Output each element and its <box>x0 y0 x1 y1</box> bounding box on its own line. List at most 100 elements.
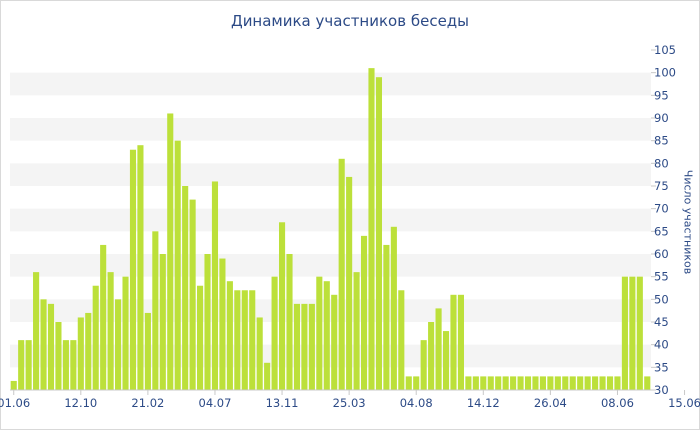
bar[interactable] <box>308 303 315 390</box>
x-tick-label: 15.06 <box>668 396 700 410</box>
bar[interactable] <box>241 290 248 390</box>
bar[interactable] <box>137 145 144 390</box>
bar[interactable] <box>442 331 450 390</box>
bar[interactable] <box>122 276 129 390</box>
x-tick-label: 01.06 <box>0 396 30 410</box>
bar[interactable] <box>301 303 308 390</box>
bar[interactable] <box>457 294 464 390</box>
bar[interactable] <box>577 376 584 390</box>
bar[interactable] <box>346 176 353 390</box>
bar[interactable] <box>323 281 330 390</box>
bar[interactable] <box>77 317 84 390</box>
bar[interactable] <box>517 376 524 390</box>
bar[interactable] <box>465 376 472 390</box>
bar[interactable] <box>569 376 576 390</box>
bar[interactable] <box>286 254 293 390</box>
bar[interactable] <box>197 285 204 390</box>
bar[interactable] <box>428 322 435 390</box>
bar[interactable] <box>18 340 25 390</box>
bar[interactable] <box>40 299 47 390</box>
bar[interactable] <box>204 254 211 390</box>
bar[interactable] <box>100 244 107 390</box>
bar[interactable] <box>219 258 226 390</box>
x-tick-label: 21.02 <box>131 396 164 410</box>
bar[interactable] <box>249 290 256 390</box>
y-tick-label: 85 <box>654 134 669 148</box>
bar[interactable] <box>614 376 621 390</box>
bar[interactable] <box>174 140 181 390</box>
bar[interactable] <box>405 376 412 390</box>
bar[interactable] <box>495 376 502 390</box>
bar[interactable] <box>644 376 651 390</box>
bar[interactable] <box>510 376 517 390</box>
bar[interactable] <box>420 340 427 390</box>
bar[interactable] <box>524 376 532 390</box>
bar[interactable] <box>338 158 345 390</box>
bar[interactable] <box>10 380 17 390</box>
bar[interactable] <box>159 254 166 390</box>
bar[interactable] <box>331 294 338 390</box>
bar[interactable] <box>85 312 92 390</box>
bar[interactable] <box>636 276 643 390</box>
bar[interactable] <box>629 276 636 390</box>
bar[interactable] <box>502 376 509 390</box>
bar[interactable] <box>144 312 151 390</box>
bar[interactable] <box>450 294 457 390</box>
bar[interactable] <box>390 226 397 390</box>
bar[interactable] <box>547 376 554 390</box>
bar[interactable] <box>375 77 383 390</box>
bar[interactable] <box>316 276 323 390</box>
bar[interactable] <box>33 272 40 390</box>
bar[interactable] <box>129 149 137 390</box>
bar[interactable] <box>47 303 55 390</box>
bar[interactable] <box>487 376 494 390</box>
bar[interactable] <box>383 244 390 390</box>
y-tick-label: 70 <box>654 202 669 216</box>
bar[interactable] <box>472 376 479 390</box>
bar[interactable] <box>554 376 561 390</box>
bar[interactable] <box>271 276 278 390</box>
grid-band <box>10 163 651 186</box>
bar[interactable] <box>562 376 569 390</box>
y-axis-label: Число участников <box>681 169 695 275</box>
bar[interactable] <box>226 281 233 390</box>
bar[interactable] <box>167 113 174 390</box>
x-tick-label: 12.10 <box>64 396 97 410</box>
bar[interactable] <box>62 340 69 390</box>
y-tick-label: 65 <box>654 224 669 238</box>
bar[interactable] <box>234 290 241 390</box>
bar[interactable] <box>368 68 375 390</box>
bar[interactable] <box>115 299 122 390</box>
bar[interactable] <box>592 376 599 390</box>
bar[interactable] <box>539 376 546 390</box>
bar[interactable] <box>70 340 77 390</box>
bar[interactable] <box>55 322 62 390</box>
bar[interactable] <box>599 376 606 390</box>
y-tick-label: 35 <box>654 360 669 374</box>
x-tick-label: 04.08 <box>400 396 433 410</box>
bar[interactable] <box>25 340 32 390</box>
bar[interactable] <box>435 308 442 390</box>
bar[interactable] <box>264 362 271 390</box>
bar[interactable] <box>413 376 420 390</box>
bar[interactable] <box>621 276 628 390</box>
bar[interactable] <box>353 272 360 390</box>
bar[interactable] <box>398 290 405 390</box>
chart-title: Динамика участников беседы <box>230 12 470 30</box>
bar[interactable] <box>360 235 368 390</box>
bar[interactable] <box>256 317 263 390</box>
bar[interactable] <box>182 186 189 390</box>
bar[interactable] <box>278 222 286 390</box>
y-tick-label: 95 <box>654 88 669 102</box>
bar[interactable] <box>606 376 614 390</box>
bar[interactable] <box>107 272 114 390</box>
bar[interactable] <box>152 231 159 390</box>
bar[interactable] <box>92 285 99 390</box>
bar[interactable] <box>189 199 196 390</box>
bar[interactable] <box>480 376 487 390</box>
bar[interactable] <box>532 376 539 390</box>
bar[interactable] <box>293 303 301 390</box>
x-tick-label: 14.12 <box>467 396 500 410</box>
bar[interactable] <box>584 376 591 390</box>
bar[interactable] <box>211 181 219 390</box>
